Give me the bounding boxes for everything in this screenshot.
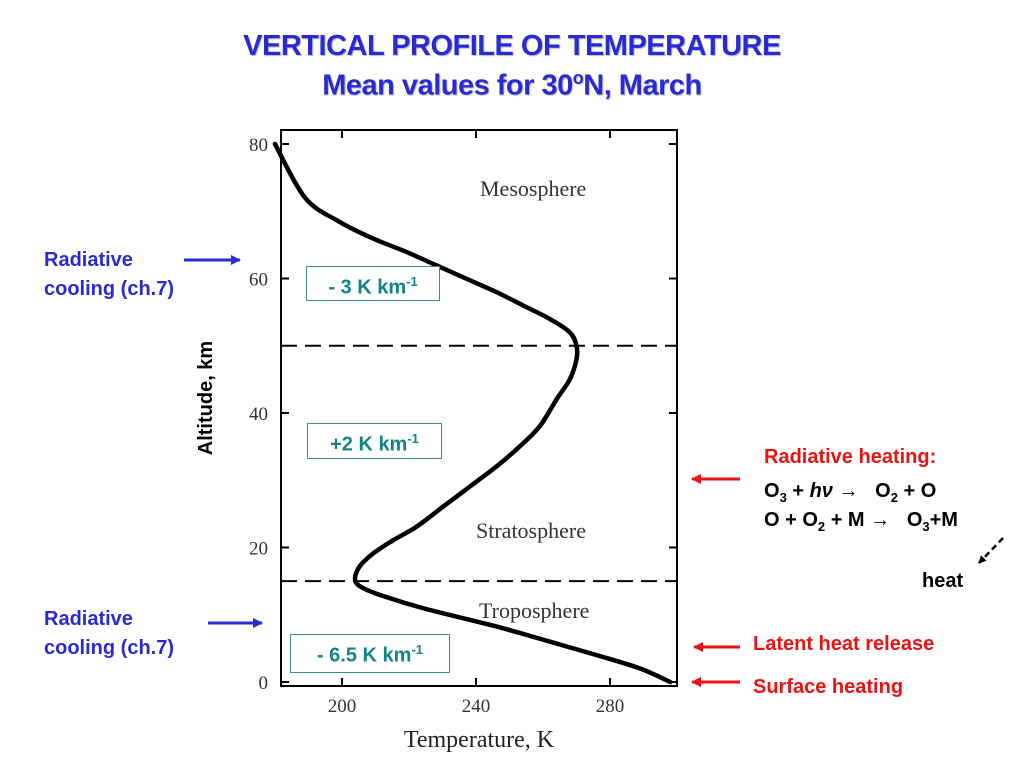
r2-reactant-sub: 2 bbox=[817, 519, 826, 534]
troposphere-rate-unit-exp: -1 bbox=[411, 642, 424, 657]
layer-label-mesosphere: Mesosphere bbox=[480, 176, 586, 201]
stratosphere-lapse-rate: +2 K km-1 bbox=[307, 423, 442, 459]
r1-photon: hν bbox=[809, 480, 833, 502]
plot-frame bbox=[280, 129, 678, 687]
heat-release-arrow bbox=[978, 537, 1004, 564]
layer-label-stratosphere: Stratosphere bbox=[476, 518, 586, 543]
radiative-heating-title: Radiative heating: bbox=[764, 446, 937, 468]
radiative-cooling-label-bottom: Radiative cooling (ch.7) bbox=[44, 605, 174, 663]
x-axis-title: Temperature, K bbox=[404, 727, 555, 753]
stratosphere-rate-unit-exp: -1 bbox=[407, 431, 419, 446]
heat-label: heat bbox=[922, 570, 964, 592]
r1-reactant: O bbox=[764, 480, 780, 502]
r1-reactant-sub: 3 bbox=[779, 490, 787, 505]
temperature-profile-line bbox=[272, 141, 673, 685]
mesosphere-rate-unit-exp: -1 bbox=[406, 274, 418, 289]
troposphere-lapse-rate: - 6.5 K km-1 bbox=[290, 634, 450, 673]
y-tick-label: 40 bbox=[249, 404, 268, 425]
x-tick-label: 280 bbox=[596, 696, 625, 717]
r1-arrow: → O bbox=[832, 480, 891, 502]
title-line-2-end: N, March bbox=[583, 69, 702, 102]
r2-product-sub: 3 bbox=[922, 519, 930, 534]
title-line-1: VERTICAL PROFILE OF TEMPERATURE bbox=[243, 30, 781, 62]
surface-heating-label: Surface heating bbox=[753, 676, 904, 698]
radiative-cooling-label-top: Radiative cooling (ch.7) bbox=[44, 246, 174, 304]
title-line-2: Mean values for 30oN, March bbox=[0, 68, 1024, 103]
cooling-bottom-line-1: Radiative bbox=[44, 608, 133, 630]
mesosphere-rate-value: - 3 K km bbox=[328, 276, 407, 299]
reference-lines bbox=[281, 344, 677, 583]
title-line-2-start: Mean values for 30 bbox=[322, 69, 573, 102]
ozone-formation-reaction: O + O2 + M → O3+M bbox=[764, 509, 958, 534]
y-tick-label: 0 bbox=[259, 673, 269, 694]
r1-end: + O bbox=[897, 480, 937, 502]
latent-heat-release-label: Latent heat release bbox=[753, 633, 935, 655]
cooling-top-line-1: Radiative bbox=[44, 249, 133, 271]
troposphere-rate-value: - 6.5 K km bbox=[316, 644, 412, 667]
y-tick-label: 60 bbox=[249, 270, 268, 291]
ozone-photolysis-reaction: O3 + hν → O2 + O bbox=[764, 480, 936, 505]
r2-mid: + M → O bbox=[825, 509, 923, 531]
title-degree-sup: o bbox=[572, 68, 584, 88]
x-tick-label: 200 bbox=[328, 696, 357, 717]
y-tick-label: 20 bbox=[249, 539, 268, 560]
r2-reactant: O + O bbox=[764, 509, 818, 531]
stratosphere-rate-value: +2 K km bbox=[330, 433, 408, 456]
r1-plus: + bbox=[786, 480, 810, 502]
y-axis-title: Altitude, km bbox=[195, 341, 217, 455]
layer-label-troposphere: Troposphere bbox=[479, 598, 589, 623]
x-tick-label: 240 bbox=[462, 696, 491, 717]
y-tick-label: 80 bbox=[249, 135, 268, 156]
mesosphere-lapse-rate: - 3 K km-1 bbox=[306, 266, 440, 301]
cooling-top-line-2: cooling (ch.7) bbox=[44, 278, 174, 300]
cooling-bottom-line-2: cooling (ch.7) bbox=[44, 637, 174, 659]
r2-end: +M bbox=[929, 509, 958, 531]
r1-product-sub: 2 bbox=[890, 490, 898, 505]
